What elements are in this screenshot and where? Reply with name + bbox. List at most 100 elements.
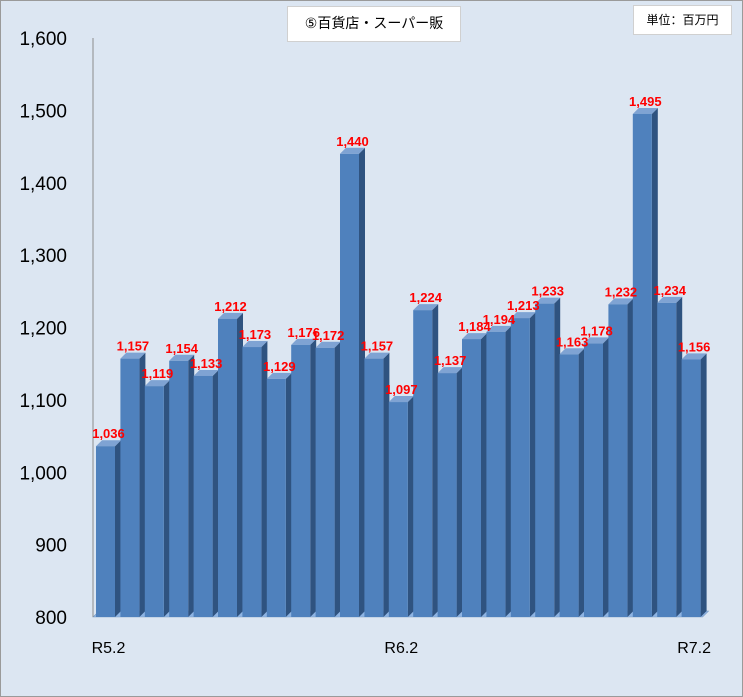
bar-top (242, 341, 268, 348)
bar-side (481, 333, 487, 617)
bar (218, 312, 243, 617)
bar (388, 396, 414, 617)
bar-front (242, 347, 262, 617)
bar-front (315, 347, 335, 617)
bar-value-label: 1,233 (531, 284, 564, 299)
bar-side (188, 354, 195, 617)
bar-side (456, 367, 463, 617)
x-tick-label: R5.2 (92, 640, 126, 657)
bar-top (291, 338, 317, 345)
bar (96, 440, 121, 617)
x-tick-label: R7.2 (677, 640, 711, 657)
bar (193, 369, 219, 617)
bar-front (193, 375, 213, 617)
bar (437, 367, 463, 617)
bar-front (291, 344, 311, 617)
bar-value-label: 1,119 (141, 366, 173, 381)
bar-side (383, 352, 390, 617)
bar-value-label: 1,157 (117, 339, 150, 354)
bar-side (261, 341, 268, 617)
bar-side (651, 107, 658, 618)
bar (413, 304, 439, 617)
bar-top (193, 369, 219, 376)
bar-front (510, 318, 530, 617)
bar-value-label: 1,176 (287, 325, 320, 340)
bar-front (559, 354, 579, 617)
bar (291, 338, 317, 617)
bar-value-label: 1,495 (629, 94, 662, 109)
bar-top (144, 380, 170, 387)
chart-title: ⑤百貨店・スーパー販 (287, 6, 461, 42)
y-tick-label: 1,200 (19, 319, 67, 340)
bar-top (388, 396, 414, 403)
bar-top (315, 341, 341, 348)
bar-front (218, 318, 237, 617)
bar-front (608, 304, 628, 617)
bar-side (407, 396, 414, 617)
bar-value-label: 1,213 (507, 298, 540, 313)
bar-side (432, 304, 439, 617)
bar-front (681, 359, 701, 617)
bar-front (584, 343, 603, 617)
bar-value-label: 1,194 (483, 312, 516, 327)
bar-top (266, 372, 292, 379)
bar (608, 298, 634, 617)
bar-front (266, 378, 286, 617)
y-tick-label: 1,600 (19, 29, 67, 50)
y-tick-label: 1,500 (19, 101, 67, 122)
bar-side (310, 338, 317, 617)
bar-front (169, 360, 189, 617)
bar (681, 353, 707, 617)
bar-top (437, 367, 463, 374)
bar-side (139, 352, 146, 617)
bar (315, 341, 341, 617)
bar-value-label: 1,036 (92, 426, 125, 441)
bar-top (218, 312, 243, 319)
bar (242, 341, 268, 617)
bar-top (681, 353, 707, 360)
bar (462, 333, 487, 617)
bar-front (462, 339, 481, 617)
bar-side (676, 296, 683, 617)
bar (510, 312, 536, 617)
x-tick-label: R6.2 (384, 640, 418, 657)
bar-value-label: 1,133 (190, 356, 223, 371)
bar-value-label: 1,163 (556, 334, 589, 349)
bar-side (554, 297, 561, 617)
bar-top (632, 107, 658, 114)
bar-top (340, 147, 365, 154)
bar-value-label: 1,234 (653, 283, 686, 298)
bar-side (603, 337, 609, 617)
bar-front (413, 310, 433, 617)
bar (144, 380, 170, 617)
bar-side (578, 348, 585, 617)
y-tick-label: 1,300 (19, 246, 67, 267)
bar-top (486, 325, 512, 332)
y-tick-label: 1,400 (19, 174, 67, 195)
bar (364, 352, 390, 617)
bar-side (163, 380, 170, 617)
bar (169, 354, 195, 617)
bar-value-label: 1,097 (385, 382, 418, 397)
bar-side (115, 440, 121, 617)
bar-top (96, 440, 121, 447)
y-tick-label: 900 (35, 536, 67, 557)
bar-side (334, 341, 341, 617)
unit-label: 単位：百万円 (633, 5, 732, 35)
bar-value-label: 1,173 (239, 327, 272, 342)
bar-value-label: 1,156 (678, 339, 711, 354)
bar-top (120, 352, 146, 359)
bar-top (608, 298, 634, 305)
bar-top (364, 352, 390, 359)
bar-front (657, 302, 677, 617)
bar-value-label: 1,224 (409, 290, 442, 305)
bar-value-label: 1,157 (361, 339, 394, 354)
bar-top (169, 354, 195, 361)
bar-front (535, 303, 555, 617)
bar-top (657, 296, 683, 303)
bar-top (510, 312, 536, 319)
y-tick-label: 1,000 (19, 463, 67, 484)
bar-front (632, 113, 652, 618)
bar (584, 337, 609, 617)
